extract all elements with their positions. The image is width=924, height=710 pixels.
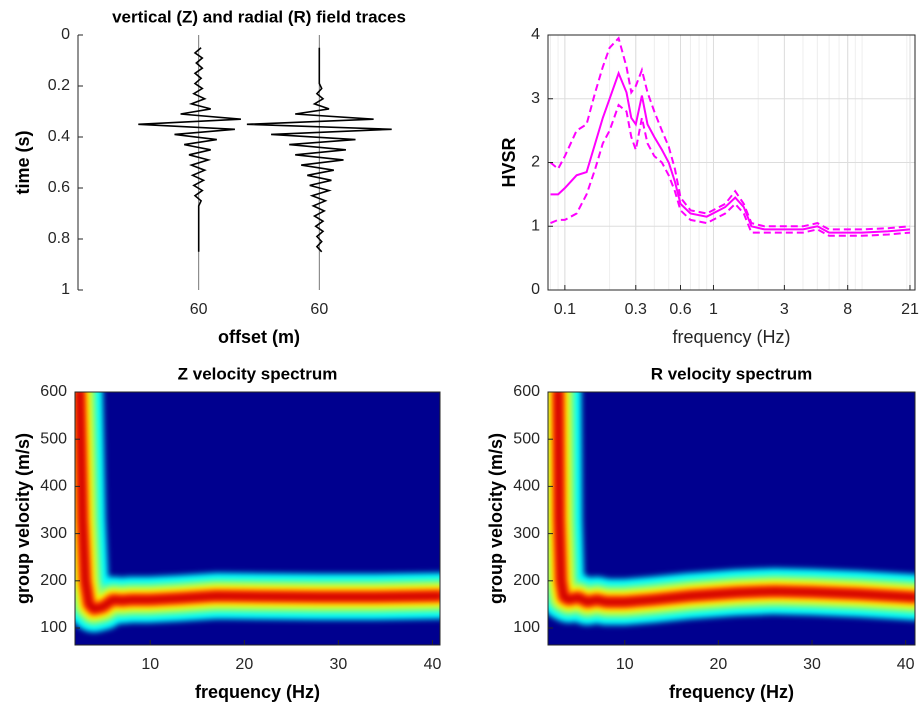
- chart-title: R velocity spectrum: [651, 364, 813, 383]
- y-tick-label: 1: [61, 281, 70, 298]
- x-tick-label: 40: [424, 656, 442, 673]
- plot-area: [138, 35, 392, 290]
- y-axis-label: group velocity (m/s): [13, 433, 33, 604]
- y-tick-label: 600: [40, 383, 67, 400]
- x-tick-label: 30: [330, 656, 348, 673]
- x-axis-label: frequency (Hz): [672, 327, 790, 347]
- panel: 10 20 30 40 100 200 300 400 500 600 Z velocity spe…: [13, 364, 442, 701]
- panel: 0.1 0.3 0.6 1 3 8 21 0 1 2 3 4 frequency (Hz) HVSR: [499, 26, 919, 347]
- x-axis-label: frequency (Hz): [195, 682, 320, 702]
- y-tick-label: 500: [40, 430, 67, 447]
- plot-area: [548, 392, 915, 645]
- x-tick-label: 10: [141, 656, 159, 673]
- x-tick-label: 20: [709, 656, 727, 673]
- y-tick-label: 300: [40, 525, 67, 542]
- x-axis-label: frequency (Hz): [669, 682, 794, 702]
- y-tick-label: 0.6: [48, 179, 70, 196]
- y-tick-label: 300: [513, 525, 540, 542]
- y-tick-label: 100: [513, 619, 540, 636]
- y-axis-label: HVSR: [499, 137, 519, 187]
- panel: 10 20 30 40 100 200 300 400 500 600 R velocity spe…: [486, 364, 916, 702]
- y-tick-label: 400: [513, 478, 540, 495]
- x-tick-label: 0.6: [669, 301, 691, 318]
- x-tick-label: 21: [901, 301, 919, 318]
- hvsr-line: [549, 36, 911, 231]
- y-tick-label: 3: [531, 90, 540, 107]
- x-tick-label: 30: [803, 656, 821, 673]
- chart-title: vertical (Z) and radial (R) field traces: [112, 7, 406, 26]
- x-axis-label: offset (m): [218, 327, 300, 347]
- x-tick-label: 1: [709, 301, 718, 318]
- y-tick-label: 0.4: [48, 128, 70, 145]
- y-tick-label: 1: [531, 217, 540, 234]
- y-axis-label: group velocity (m/s): [486, 433, 506, 604]
- y-tick-label: 200: [513, 572, 540, 589]
- x-tick-label: 3: [780, 301, 789, 318]
- panel: 60 60 0 0.2 0.4 0.6 0.8 1 vertical (Z) and radia…: [13, 7, 406, 346]
- y-tick-label: 100: [40, 619, 67, 636]
- y-tick-label: 4: [531, 26, 540, 43]
- x-tick-label: 40: [897, 656, 915, 673]
- axes-box: [547, 391, 916, 646]
- plot-area: [548, 35, 915, 290]
- y-axis-label: time (s): [13, 130, 33, 194]
- y-tick-label: 0: [531, 281, 540, 298]
- x-tick-label: 0.3: [625, 301, 647, 318]
- x-tick-label: 60: [190, 301, 208, 318]
- x-tick-label: 10: [616, 656, 634, 673]
- y-tick-label: 500: [513, 430, 540, 447]
- ridge: [556, 392, 915, 604]
- hvsr-line: [550, 70, 911, 234]
- y-tick-label: 200: [40, 572, 67, 589]
- plot-area: [75, 392, 440, 645]
- x-tick-label: 20: [235, 656, 253, 673]
- y-tick-label: 400: [40, 478, 67, 495]
- ridge: [78, 392, 440, 611]
- y-tick-label: 600: [513, 383, 540, 400]
- y-tick-label: 0.2: [48, 77, 70, 94]
- trace: [246, 47, 392, 253]
- y-tick-label: 2: [531, 154, 540, 171]
- x-tick-label: 0.1: [554, 301, 576, 318]
- x-tick-label: 8: [843, 301, 852, 318]
- axes-box: [74, 391, 441, 646]
- y-tick-label: 0.8: [48, 230, 70, 247]
- y-tick-label: 0: [61, 26, 70, 43]
- chart-title: Z velocity spectrum: [178, 364, 338, 383]
- trace: [138, 47, 241, 252]
- x-tick-label: 60: [310, 301, 328, 318]
- hvsr-line: [550, 103, 911, 237]
